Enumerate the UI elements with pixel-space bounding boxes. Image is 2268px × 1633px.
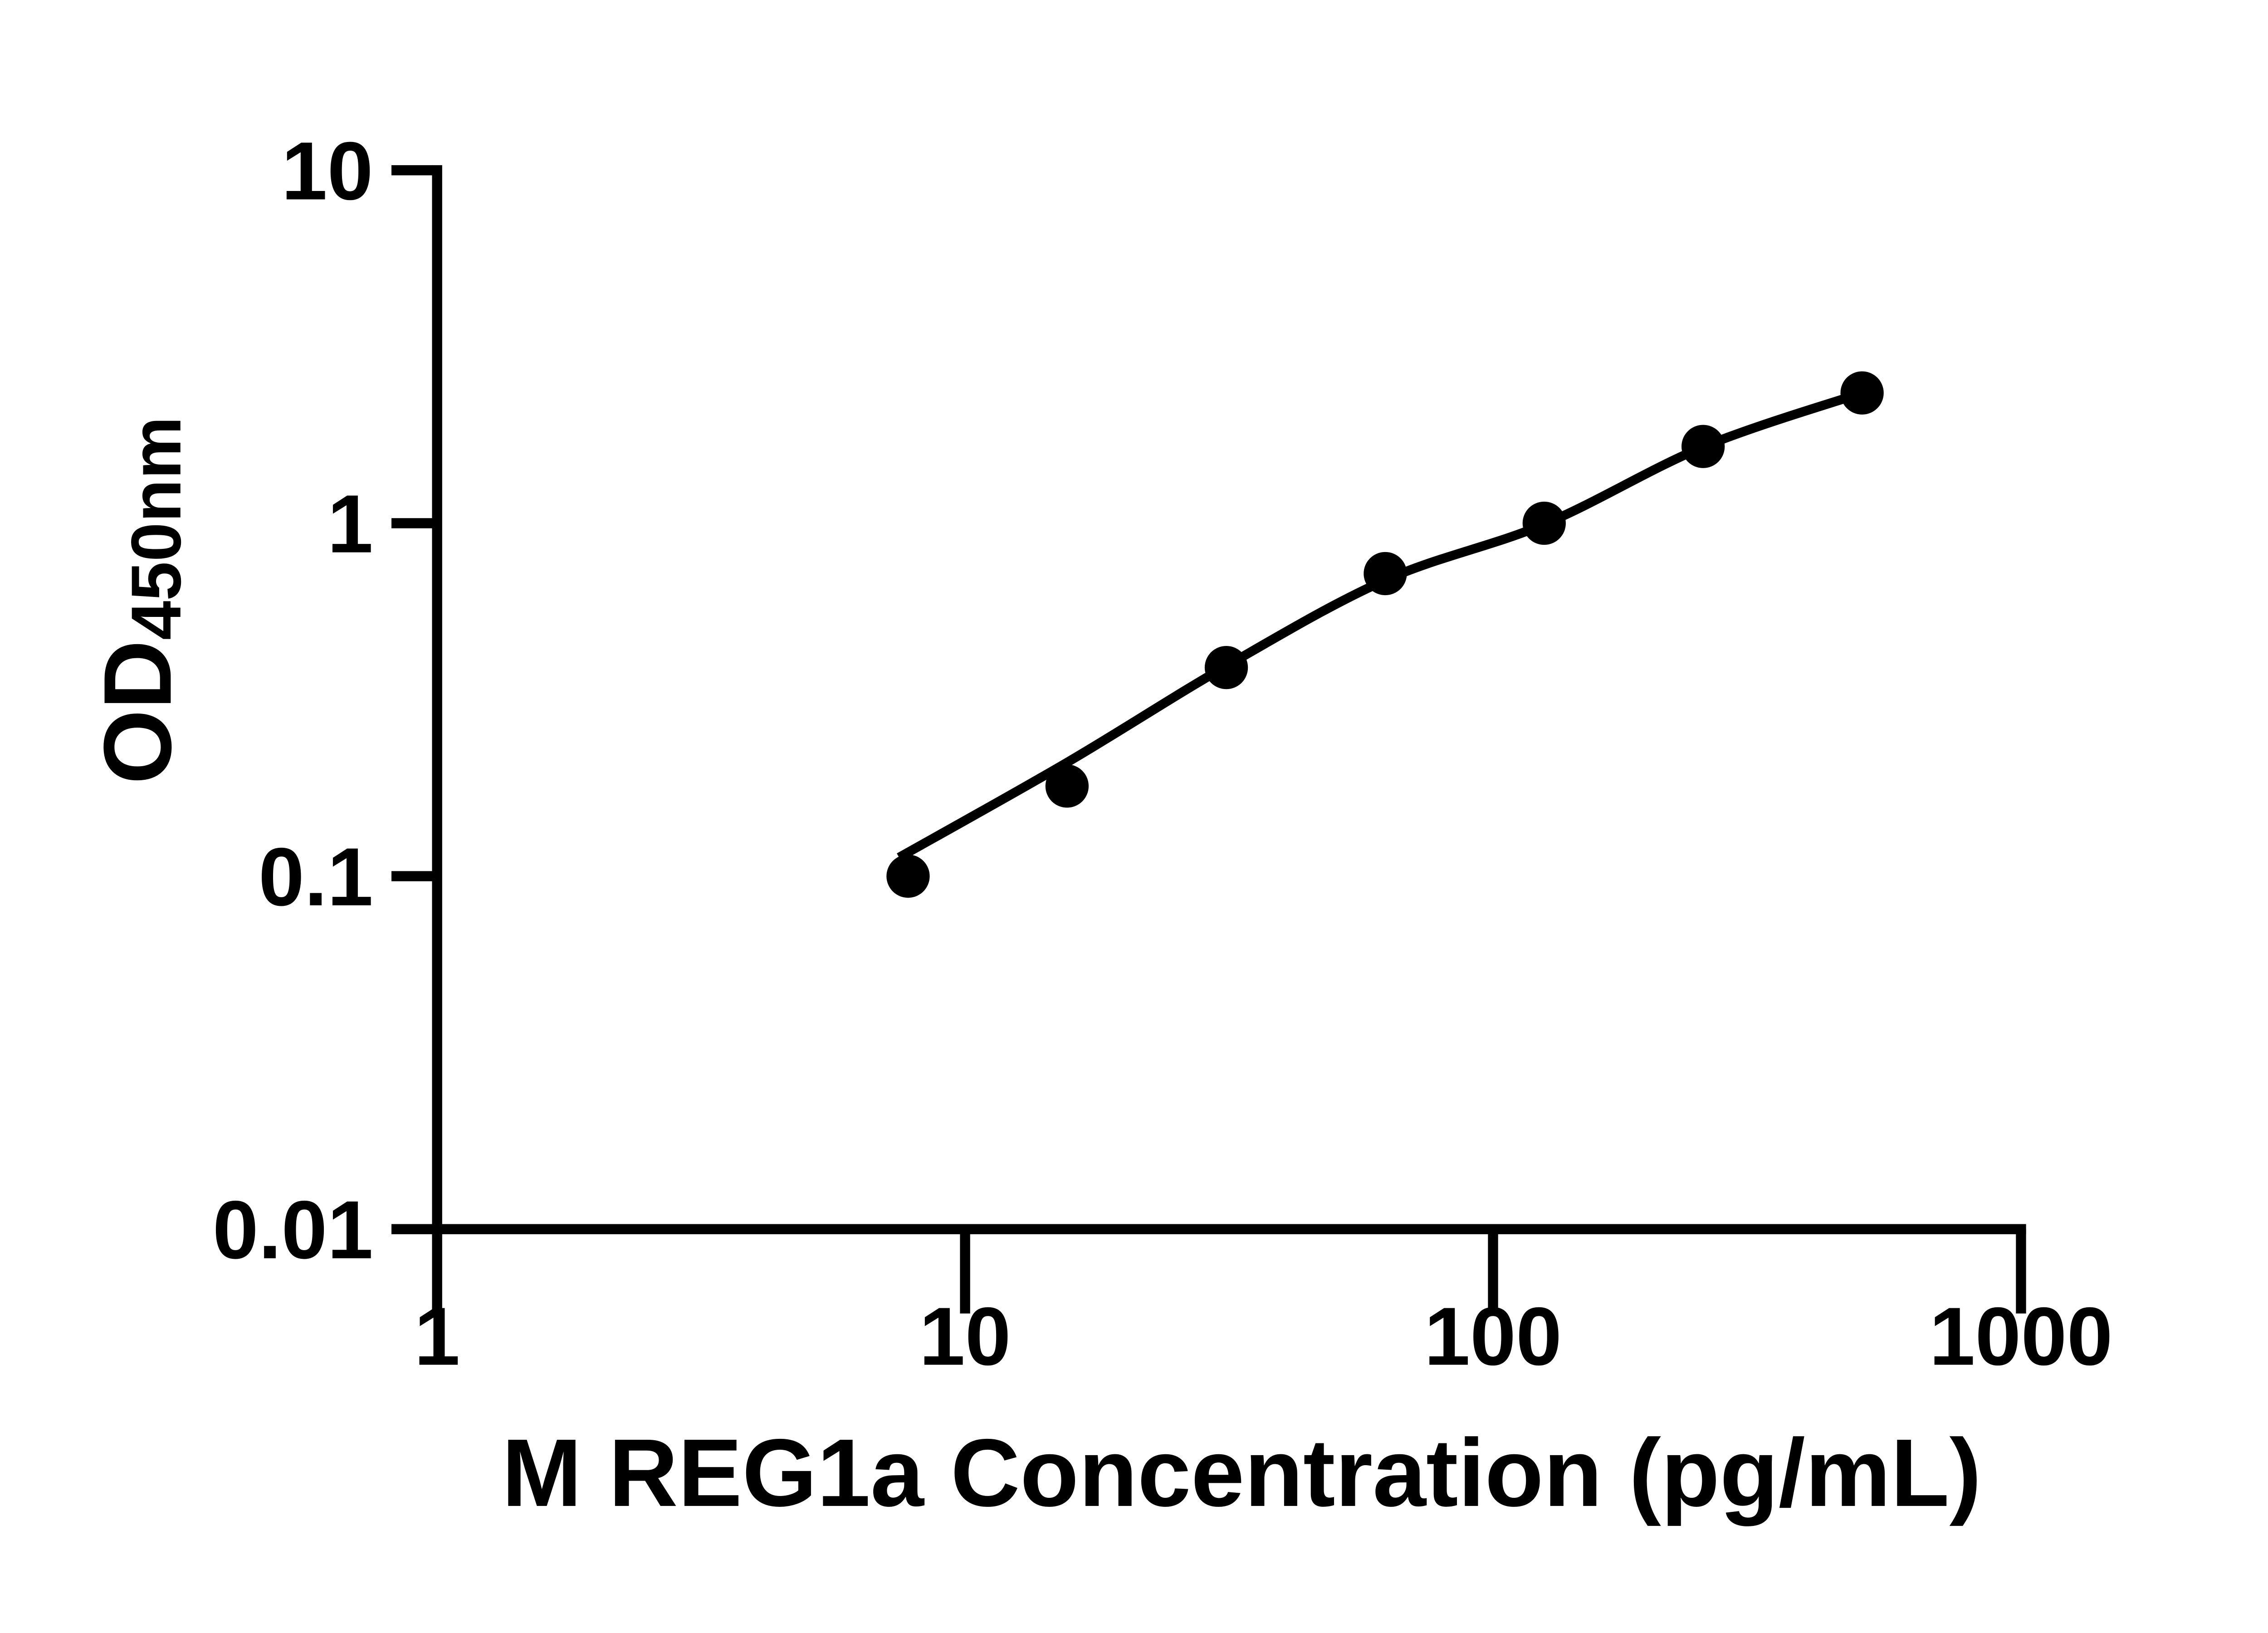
x-tick-label: 10: [919, 1290, 1011, 1383]
y-tick-label: 1: [327, 478, 373, 570]
y-tick-label: 10: [281, 125, 373, 217]
y-tick-label: 0.1: [259, 831, 373, 923]
plot-area: 10 1 0.1 0.01 1 10 100 1000: [213, 125, 2113, 1383]
data-point: [886, 854, 930, 898]
data-point: [1045, 764, 1089, 808]
x-axis-title: M REG1a Concentration (pg/mL): [502, 1419, 1981, 1526]
data-point: [1681, 425, 1725, 468]
y-axis-title-subscript: 450nm: [117, 416, 196, 640]
data-point: [1204, 645, 1248, 689]
data-point: [1840, 371, 1884, 415]
chart-background: [0, 22, 2268, 1611]
data-point: [1364, 552, 1407, 596]
x-tick-label: 1: [414, 1290, 460, 1383]
x-tick-label: 1000: [1929, 1290, 2113, 1383]
y-axis-title-main: OD: [83, 640, 191, 784]
y-axis-title: OD450nm: [83, 416, 195, 784]
data-point: [1522, 501, 1566, 545]
x-tick-label: 100: [1424, 1290, 1562, 1383]
y-tick-label: 0.01: [213, 1183, 373, 1276]
